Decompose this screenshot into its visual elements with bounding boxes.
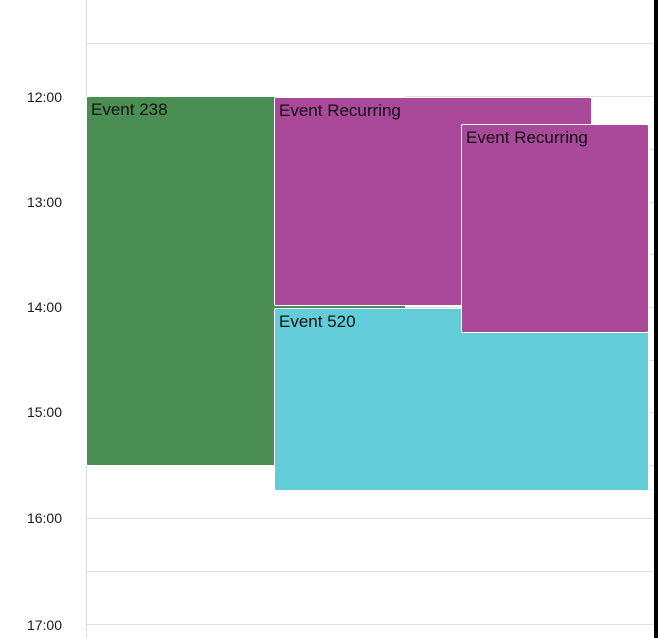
time-label-14: 14:00 — [26, 299, 62, 315]
event-520[interactable]: Event 520 — [274, 308, 649, 491]
grid-line-16-00 — [86, 518, 654, 519]
time-label-17: 17:00 — [26, 617, 62, 633]
event-title: Event 238 — [91, 100, 168, 119]
event-title: Event Recurring — [279, 101, 401, 120]
grid-line-17-00 — [86, 624, 654, 625]
grid-line-16-30 — [86, 571, 654, 572]
time-label-15: 15:00 — [26, 404, 62, 420]
time-label-16: 16:00 — [26, 510, 62, 526]
time-label-12: 12:00 — [26, 89, 62, 105]
event-title: Event 520 — [279, 312, 356, 331]
window-edge — [654, 0, 658, 638]
event-recurring-2[interactable]: Event Recurring — [461, 124, 649, 333]
time-label-13: 13:00 — [26, 194, 62, 210]
event-title: Event Recurring — [466, 128, 588, 147]
grid-line-11-30 — [86, 43, 654, 44]
